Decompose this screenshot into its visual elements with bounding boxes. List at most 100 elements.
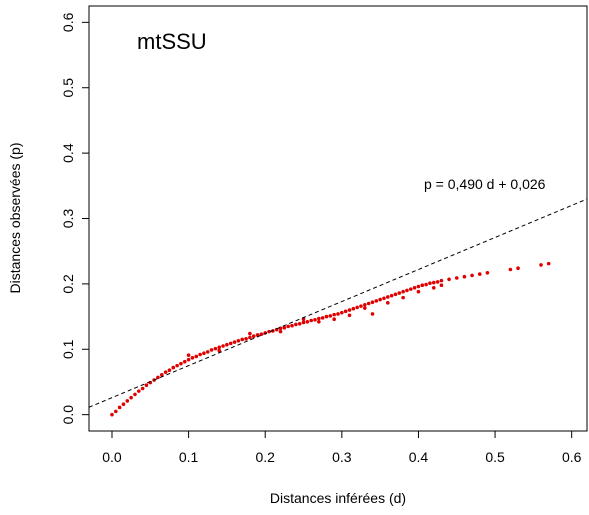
data-point: [370, 300, 375, 304]
y-tick-label: 0.3: [60, 209, 76, 229]
data-point: [213, 346, 218, 351]
data-point: [167, 368, 172, 372]
x-tick-label: 0.5: [485, 449, 505, 465]
data-point: [140, 386, 145, 391]
data-point: [117, 405, 122, 410]
data-point: [159, 372, 164, 377]
data-point: [485, 270, 490, 275]
data-point: [408, 287, 413, 291]
data-point: [190, 355, 195, 360]
data-point: [386, 295, 390, 299]
data-point: [144, 383, 149, 388]
data-point: [286, 324, 291, 329]
data-point: [232, 340, 237, 344]
data-point: [389, 293, 394, 298]
data-point: [182, 359, 187, 364]
data-point: [328, 314, 333, 318]
y-tick-label: 0.2: [60, 274, 76, 294]
data-point: [355, 305, 359, 310]
data-point: [378, 297, 382, 302]
data-point: [416, 289, 421, 294]
data-point: [366, 301, 371, 306]
data-point: [332, 312, 336, 317]
data-point: [435, 280, 440, 284]
data-point: [439, 278, 444, 283]
data-point: [186, 353, 191, 357]
data-point: [121, 402, 126, 406]
data-point: [370, 312, 375, 316]
data-point: [244, 337, 248, 341]
data-point: [290, 323, 294, 328]
data-point: [539, 263, 543, 267]
y-tick-label: 0.1: [60, 339, 76, 359]
data-point: [454, 276, 459, 280]
data-point: [405, 288, 409, 293]
data-point: [240, 337, 245, 342]
data-point: [248, 335, 252, 340]
data-point: [317, 316, 321, 321]
data-point: [462, 274, 467, 279]
data-point: [508, 267, 513, 272]
x-tick-label: 0.1: [179, 449, 199, 465]
x-tick-label: 0.0: [102, 449, 122, 465]
data-point: [221, 344, 225, 348]
data-point: [393, 292, 398, 297]
data-point: [374, 299, 379, 303]
data-point: [343, 309, 348, 314]
data-point: [412, 286, 417, 290]
data-point: [228, 341, 233, 346]
data-point: [401, 289, 405, 294]
data-point: [179, 361, 183, 366]
data-point: [194, 354, 199, 359]
data-point: [133, 392, 137, 397]
data-point: [205, 350, 210, 354]
data-point: [114, 409, 118, 414]
data-point: [359, 304, 363, 308]
data-point: [340, 310, 344, 315]
data-point: [397, 291, 402, 295]
y-tick-label: 0.4: [60, 143, 76, 163]
data-point: [198, 352, 202, 357]
data-point: [186, 357, 191, 362]
data-point: [255, 333, 260, 337]
data-point: [382, 296, 386, 301]
data-point: [209, 348, 214, 352]
data-point: [294, 322, 298, 327]
x-tick-label: 0.6: [562, 449, 582, 465]
data-point: [516, 266, 520, 270]
points-layer: [110, 261, 551, 417]
data-point: [297, 321, 302, 326]
data-point: [251, 334, 256, 338]
y-tick-label: 0.6: [60, 12, 76, 32]
data-point: [271, 329, 275, 333]
y-tick-label: 0.5: [60, 78, 76, 98]
plot-frame: [88, 5, 588, 432]
data-point: [163, 370, 168, 374]
data-point: [363, 306, 367, 310]
x-axis-title: Distances inférées (d): [270, 490, 406, 506]
data-point: [278, 329, 283, 334]
data-point: [386, 301, 390, 305]
data-point: [347, 313, 352, 318]
data-point: [447, 277, 451, 282]
data-point: [324, 314, 329, 319]
data-point: [332, 317, 336, 321]
inset-label: mtSSU: [137, 29, 207, 54]
x-tick-label: 0.2: [255, 449, 275, 465]
x-tick-label: 0.4: [409, 449, 429, 465]
data-point: [125, 399, 130, 403]
fit-line: [88, 198, 588, 408]
data-point: [171, 365, 176, 370]
data-point: [546, 261, 551, 266]
data-point: [137, 389, 141, 393]
fit-equation: p = 0,490 d + 0,026: [424, 176, 546, 192]
data-point: [320, 316, 325, 320]
data-point: [317, 320, 321, 324]
data-point: [401, 295, 405, 300]
data-point: [305, 320, 310, 324]
data-point: [236, 338, 241, 343]
data-point: [431, 280, 436, 285]
data-point: [175, 363, 179, 368]
y-tick-label: 0.0: [60, 405, 76, 425]
